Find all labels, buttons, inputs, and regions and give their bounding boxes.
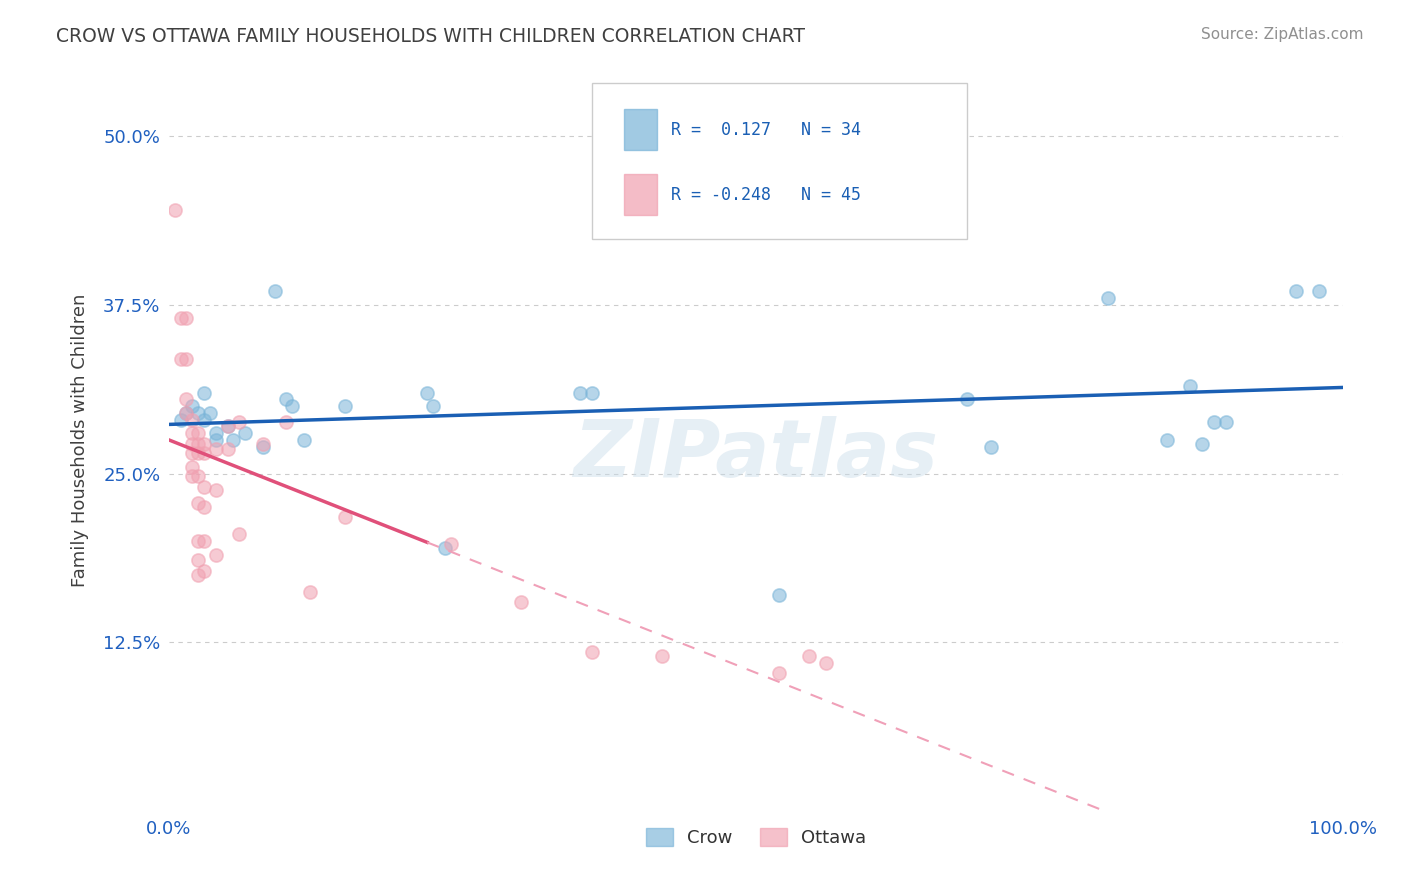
Point (193, 446, 215, 460)
Point (228, 415, 250, 429)
Point (217, 442, 239, 457)
Point (1202, 415, 1225, 429)
Point (181, 412, 204, 426)
Point (204, 426, 226, 441)
Text: CROW VS OTTAWA FAMILY HOUSEHOLDS WITH CHILDREN CORRELATION CHART: CROW VS OTTAWA FAMILY HOUSEHOLDS WITH CH… (56, 27, 806, 45)
Point (797, 648, 820, 663)
Point (193, 385, 215, 400)
Point (298, 585, 321, 599)
Point (1156, 433, 1178, 447)
Point (252, 440, 274, 454)
Point (433, 541, 456, 555)
Point (187, 446, 209, 460)
Point (768, 666, 790, 681)
Point (651, 648, 673, 663)
Point (333, 509, 356, 524)
Point (568, 385, 591, 400)
Point (163, 203, 186, 218)
Point (956, 392, 979, 407)
Legend: Crow, Ottawa: Crow, Ottawa (638, 821, 873, 855)
Point (1215, 415, 1237, 429)
Point (222, 433, 245, 447)
Point (176, 406, 198, 420)
Point (187, 496, 209, 510)
Point (169, 351, 191, 366)
Point (169, 412, 191, 426)
Point (233, 426, 256, 441)
Point (292, 433, 315, 447)
Point (176, 311, 198, 326)
Y-axis label: Family Households with Children: Family Households with Children (72, 293, 89, 587)
Point (439, 537, 461, 551)
Text: R =  0.127   N = 34: R = 0.127 N = 34 (671, 120, 862, 138)
Point (333, 399, 356, 413)
Point (510, 595, 533, 609)
Point (252, 437, 274, 451)
Point (581, 645, 603, 659)
Point (276, 415, 298, 429)
Point (181, 459, 204, 474)
Bar (624, 174, 657, 215)
Point (1191, 437, 1213, 451)
Point (187, 406, 209, 420)
Point (181, 469, 204, 483)
Point (1097, 291, 1119, 305)
Point (281, 399, 304, 413)
Point (768, 588, 790, 602)
Point (176, 351, 198, 366)
Point (181, 437, 204, 451)
Point (181, 399, 204, 413)
Point (193, 412, 215, 426)
Point (416, 385, 439, 400)
Point (193, 437, 215, 451)
Point (181, 446, 204, 460)
Bar (624, 109, 657, 150)
Point (1285, 285, 1308, 299)
Point (187, 437, 209, 451)
FancyBboxPatch shape (592, 83, 967, 239)
Point (187, 567, 209, 582)
Point (204, 548, 226, 562)
Point (815, 656, 838, 670)
Point (187, 553, 209, 567)
Point (187, 469, 209, 483)
Point (169, 311, 191, 326)
Point (980, 440, 1002, 454)
Point (204, 483, 226, 497)
Point (193, 500, 215, 515)
Text: Source: ZipAtlas.com: Source: ZipAtlas.com (1201, 27, 1364, 42)
Point (422, 399, 444, 413)
Point (204, 433, 226, 447)
Point (263, 285, 285, 299)
Point (181, 426, 204, 441)
Point (1180, 379, 1202, 393)
Point (187, 426, 209, 441)
Point (204, 442, 226, 457)
Point (176, 406, 198, 420)
Point (217, 419, 239, 434)
Text: R = -0.248   N = 45: R = -0.248 N = 45 (671, 186, 862, 203)
Point (228, 527, 250, 541)
Point (198, 406, 221, 420)
Point (176, 392, 198, 407)
Point (193, 534, 215, 549)
Point (193, 480, 215, 494)
Point (187, 534, 209, 549)
Point (217, 419, 239, 434)
Point (193, 564, 215, 578)
Point (276, 392, 298, 407)
Point (1308, 285, 1330, 299)
Text: ZIPatlas: ZIPatlas (574, 416, 938, 493)
Point (581, 385, 603, 400)
